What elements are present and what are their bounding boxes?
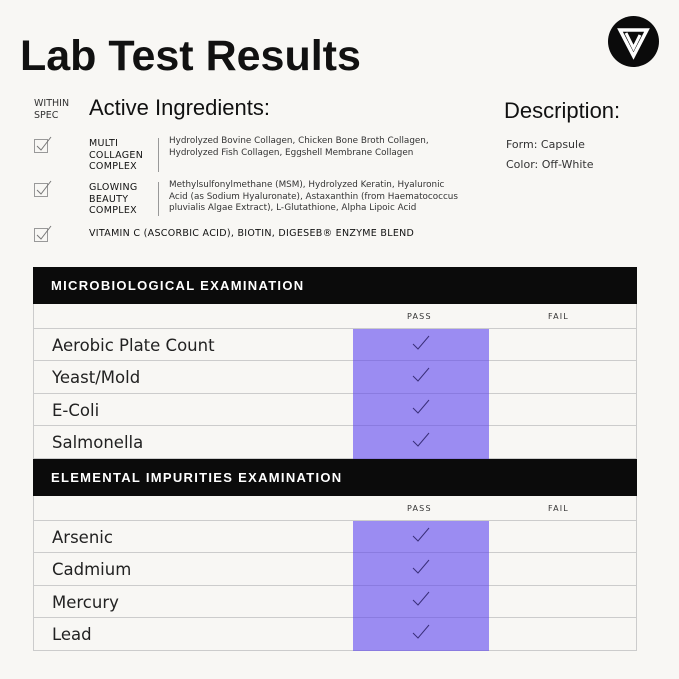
ingredient-group: GLOWING BEAUTY COMPLEX Methylsulfonylmethan… bbox=[34, 180, 634, 220]
table-row: Lead bbox=[34, 617, 636, 652]
ingredient-list: Methylsulfonylmethane (MSM), Hydrolyzed … bbox=[169, 180, 458, 213]
divider bbox=[158, 138, 159, 172]
within-spec-label: WITHIN SPEC bbox=[34, 98, 70, 121]
ingredient-group: VITAMIN C (ASCORBIC ACID), BIOTIN, DIGES… bbox=[34, 225, 634, 265]
checkmark-icon bbox=[411, 591, 431, 611]
test-name: Lead bbox=[52, 624, 92, 644]
description-form: Form: Capsule bbox=[506, 138, 585, 151]
brand-logo bbox=[608, 16, 659, 67]
table-row: Yeast/Mold bbox=[34, 361, 636, 394]
table-title: ELEMENTAL IMPURITIES EXAMINATION bbox=[33, 459, 637, 496]
test-name: Salmonella bbox=[52, 432, 144, 452]
pass-cell bbox=[353, 329, 489, 362]
pass-cell bbox=[353, 521, 489, 554]
description-title: Description: bbox=[504, 98, 621, 123]
test-name: Mercury bbox=[52, 592, 119, 612]
checkmark-icon bbox=[411, 527, 431, 547]
pass-cell bbox=[353, 585, 489, 618]
test-name: Yeast/Mold bbox=[52, 368, 141, 388]
checkbox-check-icon bbox=[34, 225, 52, 243]
checkmark-icon bbox=[411, 559, 431, 579]
fail-column-header: FAIL bbox=[548, 504, 569, 513]
checkbox-check-icon bbox=[34, 136, 52, 154]
test-name: Arsenic bbox=[52, 528, 113, 547]
table-row: Aerobic Plate Count bbox=[34, 329, 636, 362]
pass-cell bbox=[353, 425, 489, 460]
results-table: MICROBIOLOGICAL EXAMINATION PASS FAIL Aero… bbox=[33, 267, 637, 460]
checkmark-icon bbox=[411, 335, 431, 355]
results-table: ELEMENTAL IMPURITIES EXAMINATION PASS FAI… bbox=[33, 459, 637, 652]
checkmark-icon bbox=[411, 624, 431, 644]
checkbox-check-icon bbox=[34, 180, 52, 198]
pass-cell bbox=[353, 553, 489, 586]
test-name: E-Coli bbox=[52, 400, 100, 420]
table-row: Salmonella bbox=[34, 425, 636, 460]
pass-cell bbox=[353, 361, 489, 394]
active-ingredients-title: Active Ingredients: bbox=[89, 95, 270, 120]
ingredient-list: Hydrolyzed Bovine Collagen, Chicken Bone… bbox=[169, 136, 429, 158]
ingredient-group: MULTI COLLAGEN COMPLEX Hydrolyzed Bovine Co… bbox=[34, 136, 634, 176]
checkmark-icon bbox=[411, 367, 431, 387]
divider bbox=[158, 182, 159, 216]
table-row: E-Coli bbox=[34, 393, 636, 426]
test-name: Cadmium bbox=[52, 560, 132, 580]
table-title: MICROBIOLOGICAL EXAMINATION bbox=[33, 267, 637, 304]
test-name: Aerobic Plate Count bbox=[52, 336, 215, 355]
table-row: Mercury bbox=[34, 585, 636, 618]
column-header-row: PASS FAIL bbox=[34, 496, 636, 521]
pass-column-header: PASS bbox=[407, 312, 432, 321]
ingredient-group-name: MULTI COLLAGEN COMPLEX bbox=[89, 138, 144, 172]
checkmark-icon bbox=[411, 399, 431, 419]
checkmark-icon bbox=[411, 432, 431, 452]
description-color: Color: Off-White bbox=[506, 158, 594, 171]
table-row: Arsenic bbox=[34, 521, 636, 554]
ingredient-group-name: GLOWING BEAUTY COMPLEX bbox=[89, 182, 138, 216]
table-row: Cadmium bbox=[34, 553, 636, 586]
fail-column-header: FAIL bbox=[548, 312, 569, 321]
pass-column-header: PASS bbox=[407, 504, 432, 513]
pass-cell bbox=[353, 393, 489, 426]
page-title: Lab Test Results bbox=[20, 32, 361, 80]
ingredient-group-name: VITAMIN C (ASCORBIC ACID), BIOTIN, DIGES… bbox=[89, 228, 415, 239]
pass-cell bbox=[353, 617, 489, 652]
column-header-row: PASS FAIL bbox=[34, 304, 636, 329]
